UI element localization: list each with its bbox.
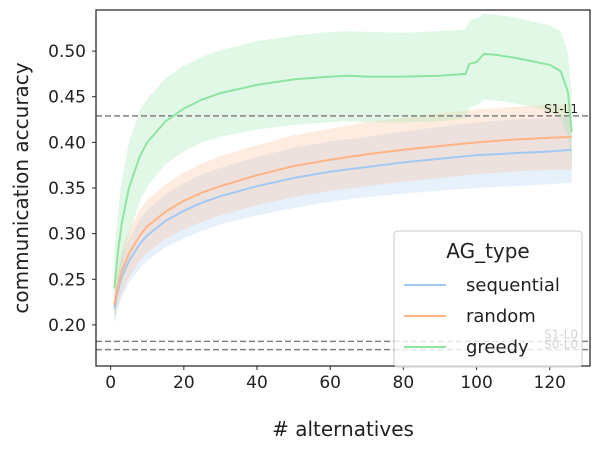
x-tick-label: 120 <box>534 373 566 393</box>
legend-label-sequential: sequential <box>466 275 560 296</box>
x-axis-ticks: 0 20 40 60 80 100 120 <box>105 366 566 393</box>
series-line-random <box>113 135 572 305</box>
legend: AG_type sequential random greedy <box>393 230 583 368</box>
y-tick-label: 0.25 <box>48 270 86 290</box>
x-tick-label: 60 <box>319 373 341 393</box>
y-tick-label: 0.35 <box>48 179 86 199</box>
y-tick-label: 0.45 <box>48 88 86 108</box>
x-tick-label: 20 <box>173 373 195 393</box>
y-tick-label: 0.50 <box>48 42 86 62</box>
band-sequential <box>114 116 572 323</box>
legend-label-greedy: greedy <box>466 337 529 358</box>
x-tick-label: 40 <box>246 373 268 393</box>
series-lines <box>113 52 573 309</box>
ref-label-s1-l1: S1-L1 <box>544 102 578 116</box>
x-axis-label: # alternatives <box>272 417 414 441</box>
y-tick-label: 0.40 <box>48 133 86 153</box>
legend-box <box>393 230 583 368</box>
series-line-sequential <box>113 148 572 309</box>
series-line-greedy <box>113 52 573 289</box>
legend-title: AG_type <box>446 239 530 263</box>
legend-items: sequential random greedy <box>404 275 560 358</box>
y-tick-label: 0.20 <box>48 316 86 336</box>
x-tick-label: 80 <box>393 373 415 393</box>
x-tick-label: 100 <box>460 373 492 393</box>
x-tick-label: 0 <box>105 373 116 393</box>
legend-label-random: random <box>466 306 536 327</box>
y-tick-label: 0.30 <box>48 225 86 245</box>
y-axis-label: communication accuracy <box>9 62 33 313</box>
y-axis-ticks: 0.20 0.25 0.30 0.35 0.40 0.45 0.50 <box>48 42 96 336</box>
